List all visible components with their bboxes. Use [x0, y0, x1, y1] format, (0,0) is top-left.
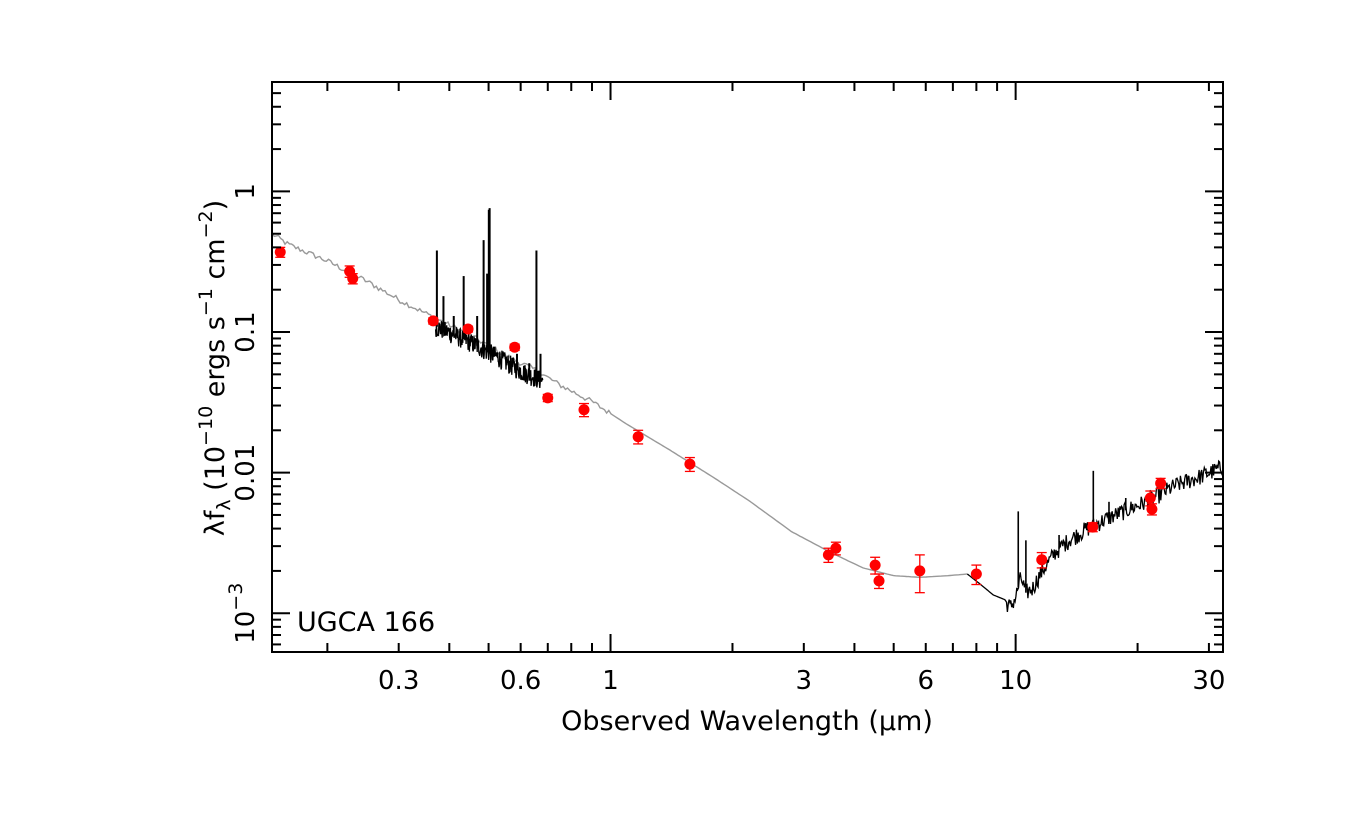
- y-axis-title-sup: −2: [195, 210, 217, 238]
- model-sed-line: [271, 232, 968, 579]
- plot-frame: [271, 81, 1224, 653]
- photometry-point: [1036, 554, 1048, 566]
- y-axis-title-part: λf: [200, 509, 231, 536]
- y-axis-title: λfλ (10−10 ergs s−1 cm−2): [195, 200, 235, 536]
- photometry-point: [542, 392, 554, 404]
- x-axis-title: Observed Wavelength (μm): [561, 706, 933, 737]
- x-tick-label: 0.6: [500, 666, 541, 696]
- photometry-point: [427, 315, 439, 327]
- photometry-point: [578, 404, 590, 416]
- photometry-point: [1144, 492, 1156, 504]
- photometry-point: [509, 341, 521, 353]
- photometry-point: [873, 575, 885, 587]
- y-axis-title-sub: λ: [213, 499, 235, 510]
- photometry-points: [274, 246, 1167, 594]
- y-axis-title-part: cm: [200, 238, 231, 288]
- photometry-point: [632, 431, 644, 443]
- ir-spectrum-line: [966, 459, 1224, 612]
- model-sed: [271, 232, 968, 579]
- photometry-point: [830, 542, 842, 554]
- x-tick-label: 10: [999, 666, 1032, 696]
- x-tick-label: 0.3: [378, 666, 419, 696]
- x-tick-label: 30: [1192, 666, 1225, 696]
- y-axis-title-sup: −10: [195, 406, 217, 446]
- axes: [271, 81, 1224, 653]
- photometry-point: [347, 273, 359, 285]
- x-tick-label: 3: [796, 666, 813, 696]
- photometry-point: [1087, 521, 1099, 533]
- y-axis-title-part: (10: [200, 446, 231, 499]
- photometry-point: [822, 549, 834, 561]
- photometry-point: [684, 458, 696, 470]
- photometry-point: [914, 565, 926, 577]
- y-axis-title-part: ): [200, 200, 231, 211]
- galaxy-name-label: UGCA 166: [297, 607, 435, 638]
- y-axis-title-sup: −1: [195, 288, 217, 316]
- photometry-point: [274, 246, 286, 258]
- photometry-point: [869, 559, 881, 571]
- x-tick-label: 1: [602, 666, 619, 696]
- y-tick-label-exp: −3: [225, 583, 247, 611]
- spectra: [434, 208, 1224, 612]
- y-tick-label: 0.1: [231, 311, 261, 352]
- y-tick-label: 1: [231, 183, 261, 200]
- photometry-point: [970, 568, 982, 580]
- y-tick-label: 10−3: [225, 583, 261, 644]
- photometry-point: [1146, 503, 1158, 515]
- photometry-point: [1155, 477, 1167, 489]
- photometry-point: [462, 323, 474, 335]
- y-tick-label-base: 10: [231, 611, 261, 644]
- x-tick-label: 6: [917, 666, 934, 696]
- y-tick-label: 0.01: [231, 444, 261, 502]
- y-axis-title-part: ergs s: [200, 316, 231, 406]
